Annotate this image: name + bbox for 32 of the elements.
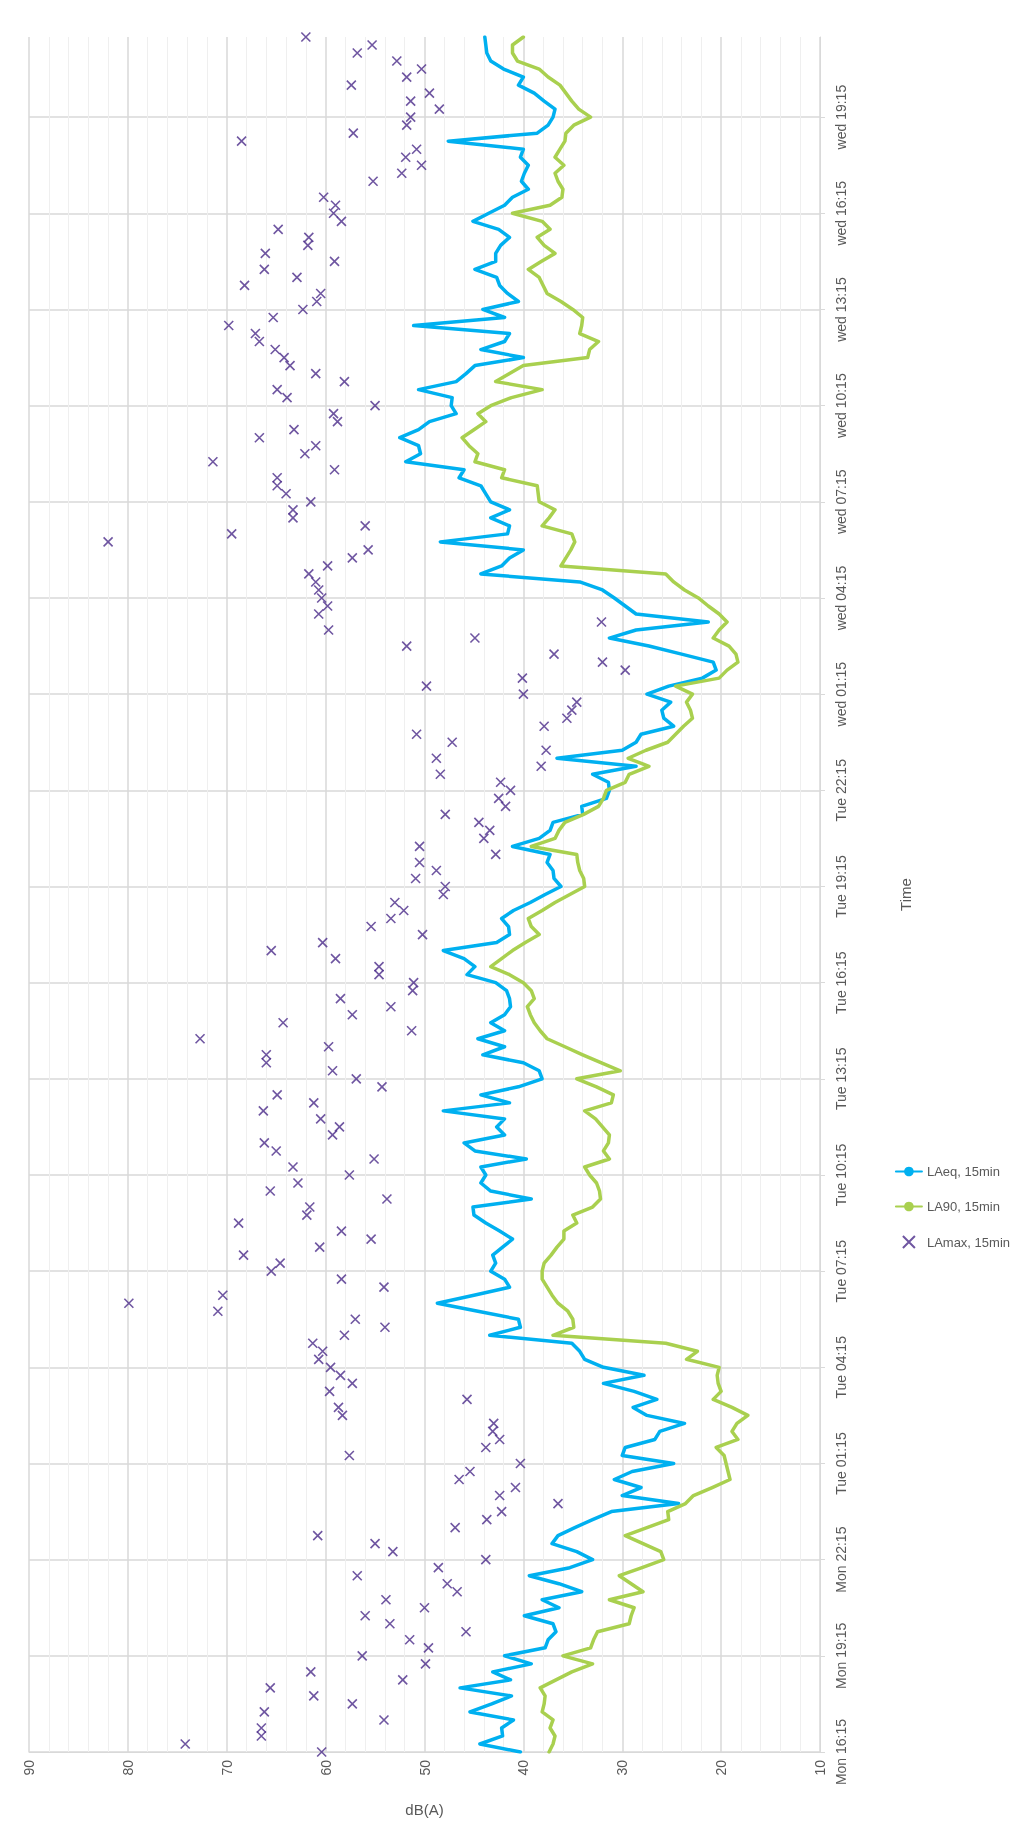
y-tick-label: Tue 19:15	[833, 855, 849, 918]
x-tick-label: 50	[416, 1759, 433, 1776]
x-tick-label: 40	[515, 1759, 532, 1776]
x-tick-label: 10	[812, 1759, 828, 1776]
x-tick-label: 90	[21, 1759, 37, 1776]
legend-label: LAeq, 15min	[926, 1164, 1000, 1179]
y-tick-label: Tue 10:15	[833, 1143, 849, 1207]
x-tick-label: 20	[713, 1759, 730, 1776]
y-tick-label: Mon 19:15	[833, 1622, 849, 1689]
legend-label: LAmax, 15min	[926, 1234, 1010, 1250]
x-tick-label: 60	[317, 1759, 334, 1776]
x-tick-label: 30	[614, 1759, 631, 1776]
y-tick-label: wed 07:15	[833, 469, 849, 536]
y-tick-label: Tue 07:15	[833, 1239, 849, 1303]
y-tick-label: Mon 16:15	[833, 1718, 849, 1786]
y-tick-label: wed 04:15	[833, 565, 849, 632]
y-tick-label: wed 16:15	[833, 180, 849, 247]
y-tick-label: wed 01:15	[833, 661, 849, 728]
y-tick-label: Tue 22:15	[833, 758, 849, 822]
y-tick-label: Tue 04:15	[833, 1335, 849, 1399]
x-tick-label: 70	[218, 1759, 235, 1776]
legend-label: LA90, 15min	[926, 1199, 1000, 1214]
y-tick-label: wed 13:15	[833, 276, 849, 343]
y-tick-label: Tue 13:15	[833, 1047, 849, 1111]
x-tick-label: 80	[119, 1759, 136, 1776]
y-tick-label: Tue 01:15	[833, 1432, 849, 1495]
y-axis-title: Time	[897, 878, 914, 911]
y-tick-label: Mon 22:15	[833, 1526, 849, 1593]
y-tick-label: wed 10:15	[833, 373, 849, 439]
y-tick-label: Tue 16:15	[833, 951, 849, 1014]
x-axis-title: dB(A)	[405, 1801, 444, 1818]
y-tick-label: wed 19:15	[833, 84, 849, 151]
